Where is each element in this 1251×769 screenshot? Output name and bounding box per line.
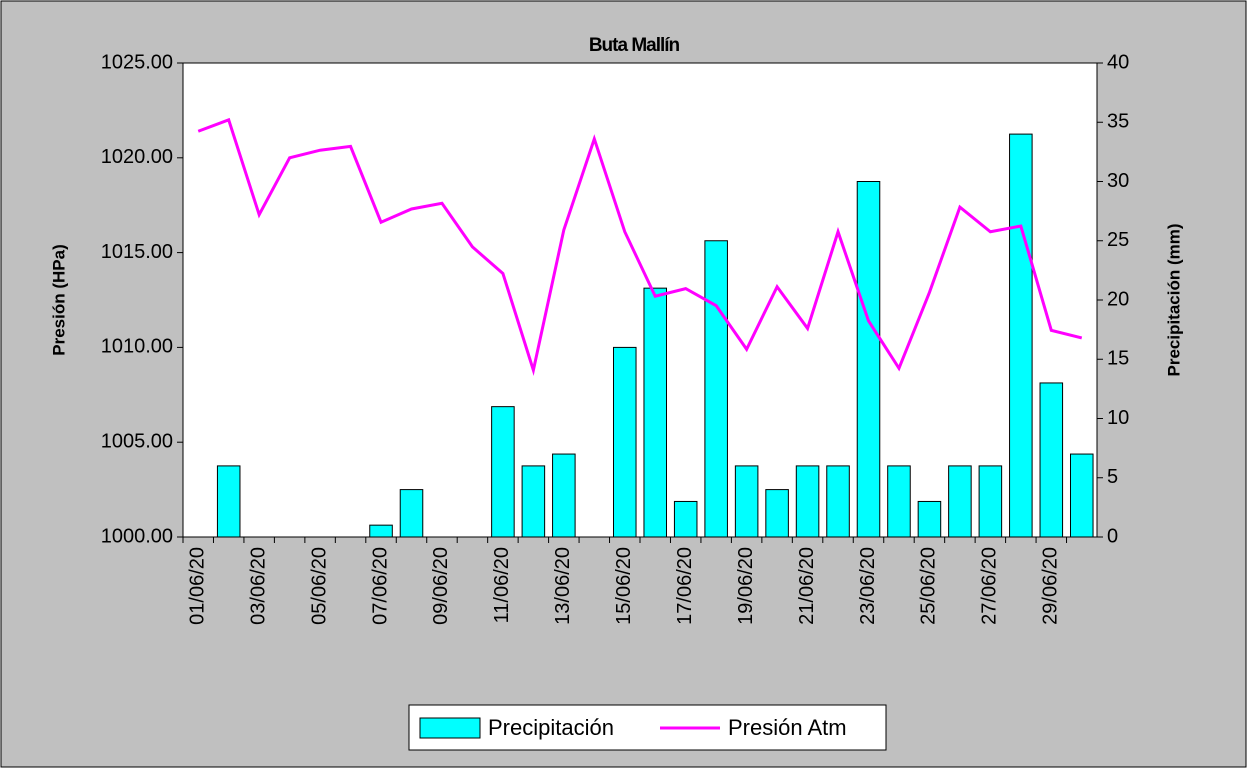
y2-tick-label: 15	[1107, 348, 1129, 370]
legend	[408, 704, 887, 751]
x-tick-label: 11/06/20	[491, 547, 513, 623]
bar	[521, 465, 546, 538]
x-tick-label: 23/06/20	[857, 547, 879, 625]
bar	[704, 240, 728, 538]
x-tick-label: 25/06/20	[918, 547, 940, 625]
x-tick-label: 17/06/20	[674, 547, 696, 625]
bar	[369, 524, 393, 538]
y2-axis-label: Precipitación (mm)	[1164, 223, 1183, 376]
bar	[1039, 382, 1064, 538]
x-tick-label: 09/06/20	[430, 547, 452, 625]
x-tick-label: 29/06/20	[1040, 547, 1062, 625]
x-tick-label: 15/06/20	[613, 547, 635, 625]
x-tick-label: 21/06/20	[796, 547, 818, 625]
y2-tick-label: 30	[1107, 170, 1129, 192]
x-tick-label: 13/06/20	[552, 547, 574, 625]
x-tick-label: 07/06/20	[369, 547, 391, 625]
bar	[887, 465, 911, 538]
bar	[552, 453, 576, 538]
x-tick-label: 05/06/20	[308, 547, 330, 625]
y2-tick-label: 10	[1107, 407, 1129, 429]
y2-tick-label: 5	[1107, 466, 1118, 488]
bar	[856, 181, 881, 538]
bar	[765, 489, 789, 538]
bar	[795, 465, 820, 538]
legend-swatch	[419, 717, 481, 739]
bar	[1009, 133, 1033, 538]
y-tick-label: 1000.00	[101, 525, 173, 547]
legend-label: Presión Atm	[728, 715, 847, 740]
chart-title: Buta Mallín	[589, 35, 680, 56]
y-tick-label: 1005.00	[101, 430, 173, 452]
bar	[734, 465, 759, 538]
bar	[612, 346, 637, 538]
bar	[673, 500, 698, 538]
x-tick-label: 27/06/20	[979, 547, 1001, 625]
x-tick-label: 19/06/20	[735, 547, 757, 625]
y2-tick-label: 0	[1107, 525, 1118, 547]
line	[197, 117, 1083, 376]
bar	[826, 465, 850, 538]
y-tick-label: 1020.00	[101, 146, 173, 168]
y-tick-label: 1025.00	[101, 51, 173, 73]
bar	[399, 489, 424, 538]
x-tick-label: 03/06/20	[247, 547, 269, 625]
bar	[978, 465, 1003, 538]
y2-tick-label: 25	[1107, 229, 1129, 251]
bar	[216, 465, 241, 538]
y2-tick-label: 20	[1107, 288, 1129, 310]
bar	[917, 500, 942, 538]
bar	[643, 287, 668, 538]
y2-tick-label: 40	[1107, 51, 1129, 73]
bar	[491, 406, 515, 538]
legend-label: Precipitación	[488, 715, 614, 740]
y-tick-label: 1010.00	[101, 336, 173, 358]
x-tick-label: 01/06/20	[187, 547, 209, 625]
y-tick-label: 1015.00	[101, 241, 173, 263]
bar	[1069, 453, 1094, 538]
plot-area	[182, 62, 1098, 538]
y-axis-label: Presión (HPa)	[49, 244, 68, 355]
bar	[948, 465, 972, 538]
y2-tick-label: 35	[1107, 111, 1129, 133]
